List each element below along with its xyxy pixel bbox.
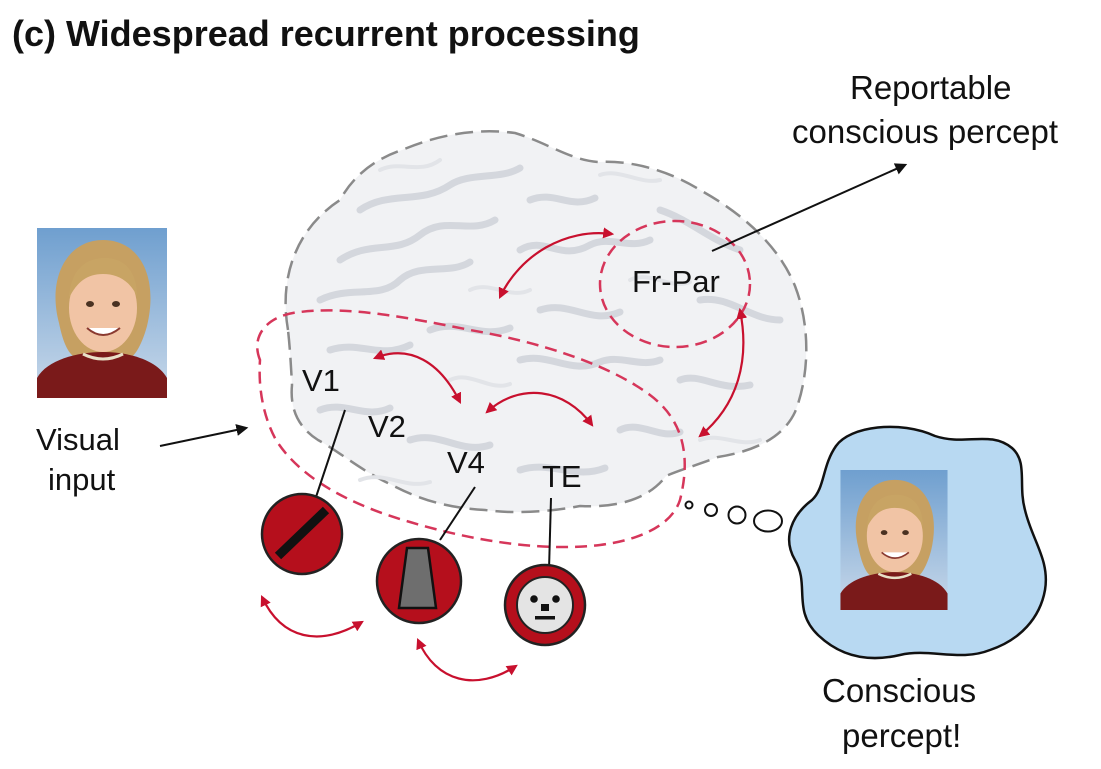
recurrent-arrow-v2-v4 bbox=[485, 391, 594, 427]
line-orientation-icon bbox=[274, 506, 330, 560]
reportable-label-line1: Reportable bbox=[850, 69, 1011, 106]
conscious-label-line1: Conscious bbox=[822, 672, 976, 709]
trapezoid-shape-icon bbox=[397, 546, 438, 610]
face-disc bbox=[503, 563, 587, 647]
conscious-percept-photo bbox=[839, 470, 949, 610]
recurrent-arrow-disc-2 bbox=[416, 637, 518, 682]
disc-connectors bbox=[314, 409, 552, 571]
visual-cortex-region bbox=[256, 309, 686, 549]
panel-title: (c) Widespread recurrent processing bbox=[12, 13, 640, 54]
label-v1: V1 bbox=[302, 363, 340, 398]
conscious-label-line2: percept! bbox=[842, 717, 961, 754]
visual-input-photo bbox=[36, 228, 168, 398]
label-v4: V4 bbox=[447, 445, 485, 480]
label-fr-par: Fr-Par bbox=[632, 264, 720, 299]
recurrent-arrow-frpar-te bbox=[698, 307, 748, 438]
reportable-label-line2: conscious percept bbox=[792, 113, 1058, 150]
trapezoid-disc bbox=[375, 537, 463, 625]
reportable-arrow bbox=[711, 163, 908, 252]
recurrent-arrows bbox=[260, 227, 748, 682]
recurrent-arrow-brain-frpar bbox=[498, 227, 615, 299]
brain bbox=[284, 130, 808, 514]
line-orientation-disc bbox=[260, 492, 344, 576]
recurrent-arrow-v1-v2 bbox=[372, 349, 461, 404]
thought-bubble-dots bbox=[684, 500, 783, 533]
label-te: TE bbox=[542, 459, 582, 494]
visual-input-label-line2: input bbox=[48, 462, 116, 497]
recurrent-arrow-disc-1 bbox=[260, 595, 364, 638]
visual-input-arrow bbox=[159, 424, 249, 447]
label-v2: V2 bbox=[368, 409, 406, 444]
brain-outline bbox=[284, 130, 808, 514]
visual-input-label-line1: Visual bbox=[36, 422, 120, 457]
